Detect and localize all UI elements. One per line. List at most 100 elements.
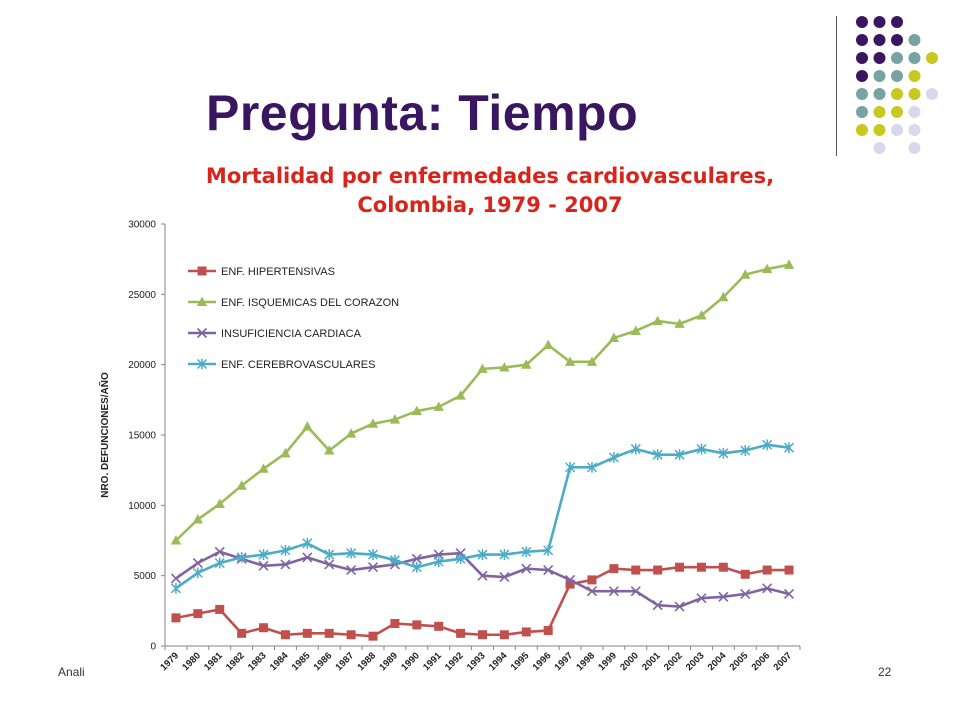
x-tick-label: 1989: [377, 650, 400, 673]
data-point: [433, 401, 444, 411]
x-tick-label: 1993: [465, 650, 488, 673]
y-axis-label: NRO. DEFUNCIONES/AÑO: [98, 372, 111, 498]
x-tick-label: 1995: [509, 650, 532, 673]
data-point: [197, 266, 207, 276]
x-tick-label: 2001: [640, 650, 663, 673]
data-point: [653, 565, 663, 575]
data-point: [258, 560, 269, 571]
legend-entry: ENF. CEREBROVASCULARES: [221, 359, 375, 371]
data-point: [214, 557, 225, 569]
data-point: [192, 557, 203, 569]
data-point: [718, 291, 729, 302]
data-point: [630, 325, 641, 335]
data-point: [193, 609, 203, 619]
data-point: [196, 358, 208, 370]
data-point: [740, 269, 751, 279]
data-point: [565, 579, 575, 589]
data-point: [543, 564, 554, 576]
x-tick-label: 1985: [290, 650, 313, 673]
data-point: [608, 332, 620, 342]
x-tick-label: 1984: [268, 650, 291, 673]
data-point: [761, 263, 773, 274]
x-tick-label: 2005: [728, 650, 751, 673]
data-point: [214, 498, 225, 508]
data-point: [170, 573, 182, 584]
x-tick-label: 2007: [771, 650, 794, 673]
data-point: [411, 553, 422, 564]
x-tick-label: 1990: [399, 650, 422, 673]
data-point: [609, 564, 619, 574]
data-point: [718, 562, 728, 572]
data-point: [192, 567, 203, 579]
data-point: [499, 630, 509, 640]
data-point: [411, 405, 422, 416]
y-tick-label: 5000: [134, 571, 157, 582]
data-point: [324, 549, 335, 560]
data-point: [302, 552, 313, 563]
data-point: [696, 443, 707, 455]
data-point: [346, 630, 356, 640]
data-point: [674, 318, 685, 328]
series-0: [171, 562, 794, 641]
legend-background: [182, 258, 390, 374]
data-point: [630, 443, 641, 455]
data-point: [324, 445, 335, 455]
data-point: [740, 588, 751, 600]
data-point: [740, 569, 750, 579]
legend-entry: ENF. ISQUEMICAS DEL CORAZON: [221, 297, 399, 309]
data-point: [477, 570, 488, 581]
x-tick-label: 2000: [618, 650, 641, 673]
series-1: [170, 259, 795, 545]
data-point: [236, 480, 247, 490]
data-point: [258, 549, 269, 560]
data-point: [477, 363, 488, 373]
data-point: [456, 628, 466, 638]
data-point: [762, 565, 772, 575]
x-tick-label: 1998: [574, 650, 597, 673]
x-tick-label: 1987: [334, 650, 357, 673]
x-tick-label: 1986: [312, 650, 335, 673]
data-point: [586, 461, 598, 473]
data-point: [543, 339, 554, 350]
data-point: [477, 549, 488, 560]
data-point: [280, 447, 291, 458]
data-point: [521, 546, 532, 558]
data-point: [652, 600, 663, 611]
data-point: [674, 601, 685, 612]
data-point: [367, 562, 379, 573]
data-point: [675, 562, 685, 572]
x-tick-label: 1996: [531, 650, 554, 673]
chart-title-line-2: Colombia, 1979 - 2007: [357, 193, 623, 217]
y-tick-label: 30000: [128, 220, 156, 231]
page-number: 22: [878, 665, 892, 679]
legend-entry: ENF. HIPERTENSIVAS: [221, 266, 335, 278]
data-point: [478, 630, 487, 640]
x-tick-label: 1994: [487, 650, 510, 673]
data-point: [434, 621, 444, 631]
data-point: [499, 549, 510, 560]
data-point: [196, 327, 208, 339]
x-tick-label: 2006: [750, 650, 773, 673]
series-2: [170, 546, 795, 612]
data-point: [784, 442, 795, 454]
data-point: [652, 315, 663, 326]
data-point: [367, 418, 379, 428]
data-point: [196, 296, 208, 307]
data-point: [586, 586, 598, 597]
x-tick-label: 1979: [158, 650, 181, 673]
data-point: [762, 583, 773, 594]
data-point: [236, 551, 247, 563]
data-point: [543, 626, 553, 636]
data-point: [346, 564, 357, 576]
data-point: [783, 588, 795, 600]
data-point: [214, 546, 225, 557]
data-point: [696, 593, 707, 604]
data-point: [302, 628, 312, 638]
data-point: [564, 356, 576, 366]
data-point: [521, 359, 532, 369]
data-point: [170, 582, 181, 594]
data-point: [237, 628, 247, 638]
data-point: [280, 630, 290, 640]
data-point: [455, 553, 466, 565]
data-point: [389, 554, 400, 566]
